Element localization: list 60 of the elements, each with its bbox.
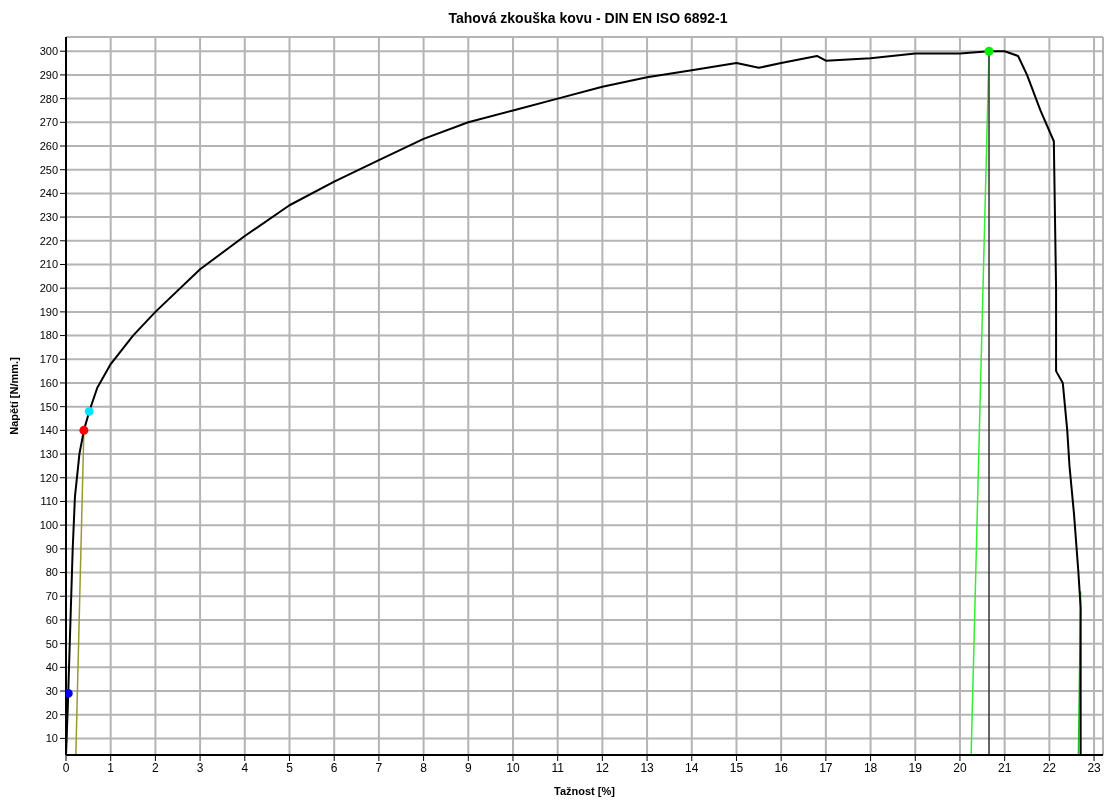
y-tick-label: 260 [39,139,58,152]
y-tick-label: 190 [39,305,58,318]
y-tick-label: 250 [39,163,58,176]
x-tick-label: 20 [953,760,967,775]
y-tick-label: 200 [39,282,58,295]
x-axis-title: Tažnost [%] [554,785,616,797]
y-tick-label: 160 [39,376,58,389]
x-tick-label: 23 [1087,760,1102,775]
x-tick-label: 6 [330,760,338,775]
point [84,406,94,416]
y-tick-label: 230 [39,211,58,223]
y-tick-label: 60 [45,613,58,626]
x-tick-label: 22 [1042,760,1057,775]
y-tick-label: 140 [39,424,58,437]
y-tick-label: 50 [45,637,58,650]
y-tick-label: 130 [39,447,58,460]
y-tick-label: 10 [45,732,58,745]
y-tick-label: 90 [45,542,58,555]
y-tick-label: 100 [39,519,58,532]
y-tick-label: 170 [39,353,58,366]
x-tick-label: 12 [595,760,610,775]
x-tick-label: 10 [506,760,520,775]
y-tick-label: 270 [39,116,58,129]
x-tick-label: 15 [729,760,744,775]
y-tick-label: 40 [45,661,58,674]
point [984,46,994,56]
y-tick-label: 70 [45,590,58,603]
x-tick-label: 2 [152,760,160,775]
x-tick-label: 17 [819,760,833,775]
y-tick-label: 20 [45,708,58,721]
x-tick-label: 8 [420,760,428,775]
y-tick-label: 210 [39,258,58,271]
y-tick-label: 120 [39,471,58,484]
x-tick-label: 21 [997,760,1012,775]
y-tick-label: 30 [45,684,58,697]
chart-title: Tahová zkouška kovu - DIN EN ISO 6892-1 [447,10,729,26]
x-tick-label: 7 [375,760,383,775]
x-tick-label: 13 [640,760,655,775]
point [79,425,89,435]
x-tick-label: 0 [62,760,70,775]
y-tick-label: 80 [45,566,58,579]
x-tick-label: 9 [464,760,472,775]
y-tick-label: 150 [39,400,58,413]
y-tick-label: 180 [39,329,58,342]
y-tick-label: 240 [39,187,58,200]
x-tick-label: 16 [774,760,789,775]
x-tick-label: 14 [685,760,699,775]
x-tick-label: 5 [286,760,294,775]
y-tick-label: 280 [39,92,58,105]
y-tick-label: 110 [40,495,58,508]
y-tick-label: 300 [39,45,58,58]
y-tick-label: 290 [39,68,58,81]
x-tick-label: 1 [107,760,115,775]
x-tick-label: 3 [196,760,204,775]
x-tick-label: 11 [551,760,565,775]
y-axis-title: Napětí [N/mm.] [7,356,20,435]
x-tick-label: 18 [863,760,878,775]
x-tick-label: 19 [908,760,923,775]
y-tick-label: 220 [39,234,58,247]
x-tick-label: 4 [241,760,249,775]
